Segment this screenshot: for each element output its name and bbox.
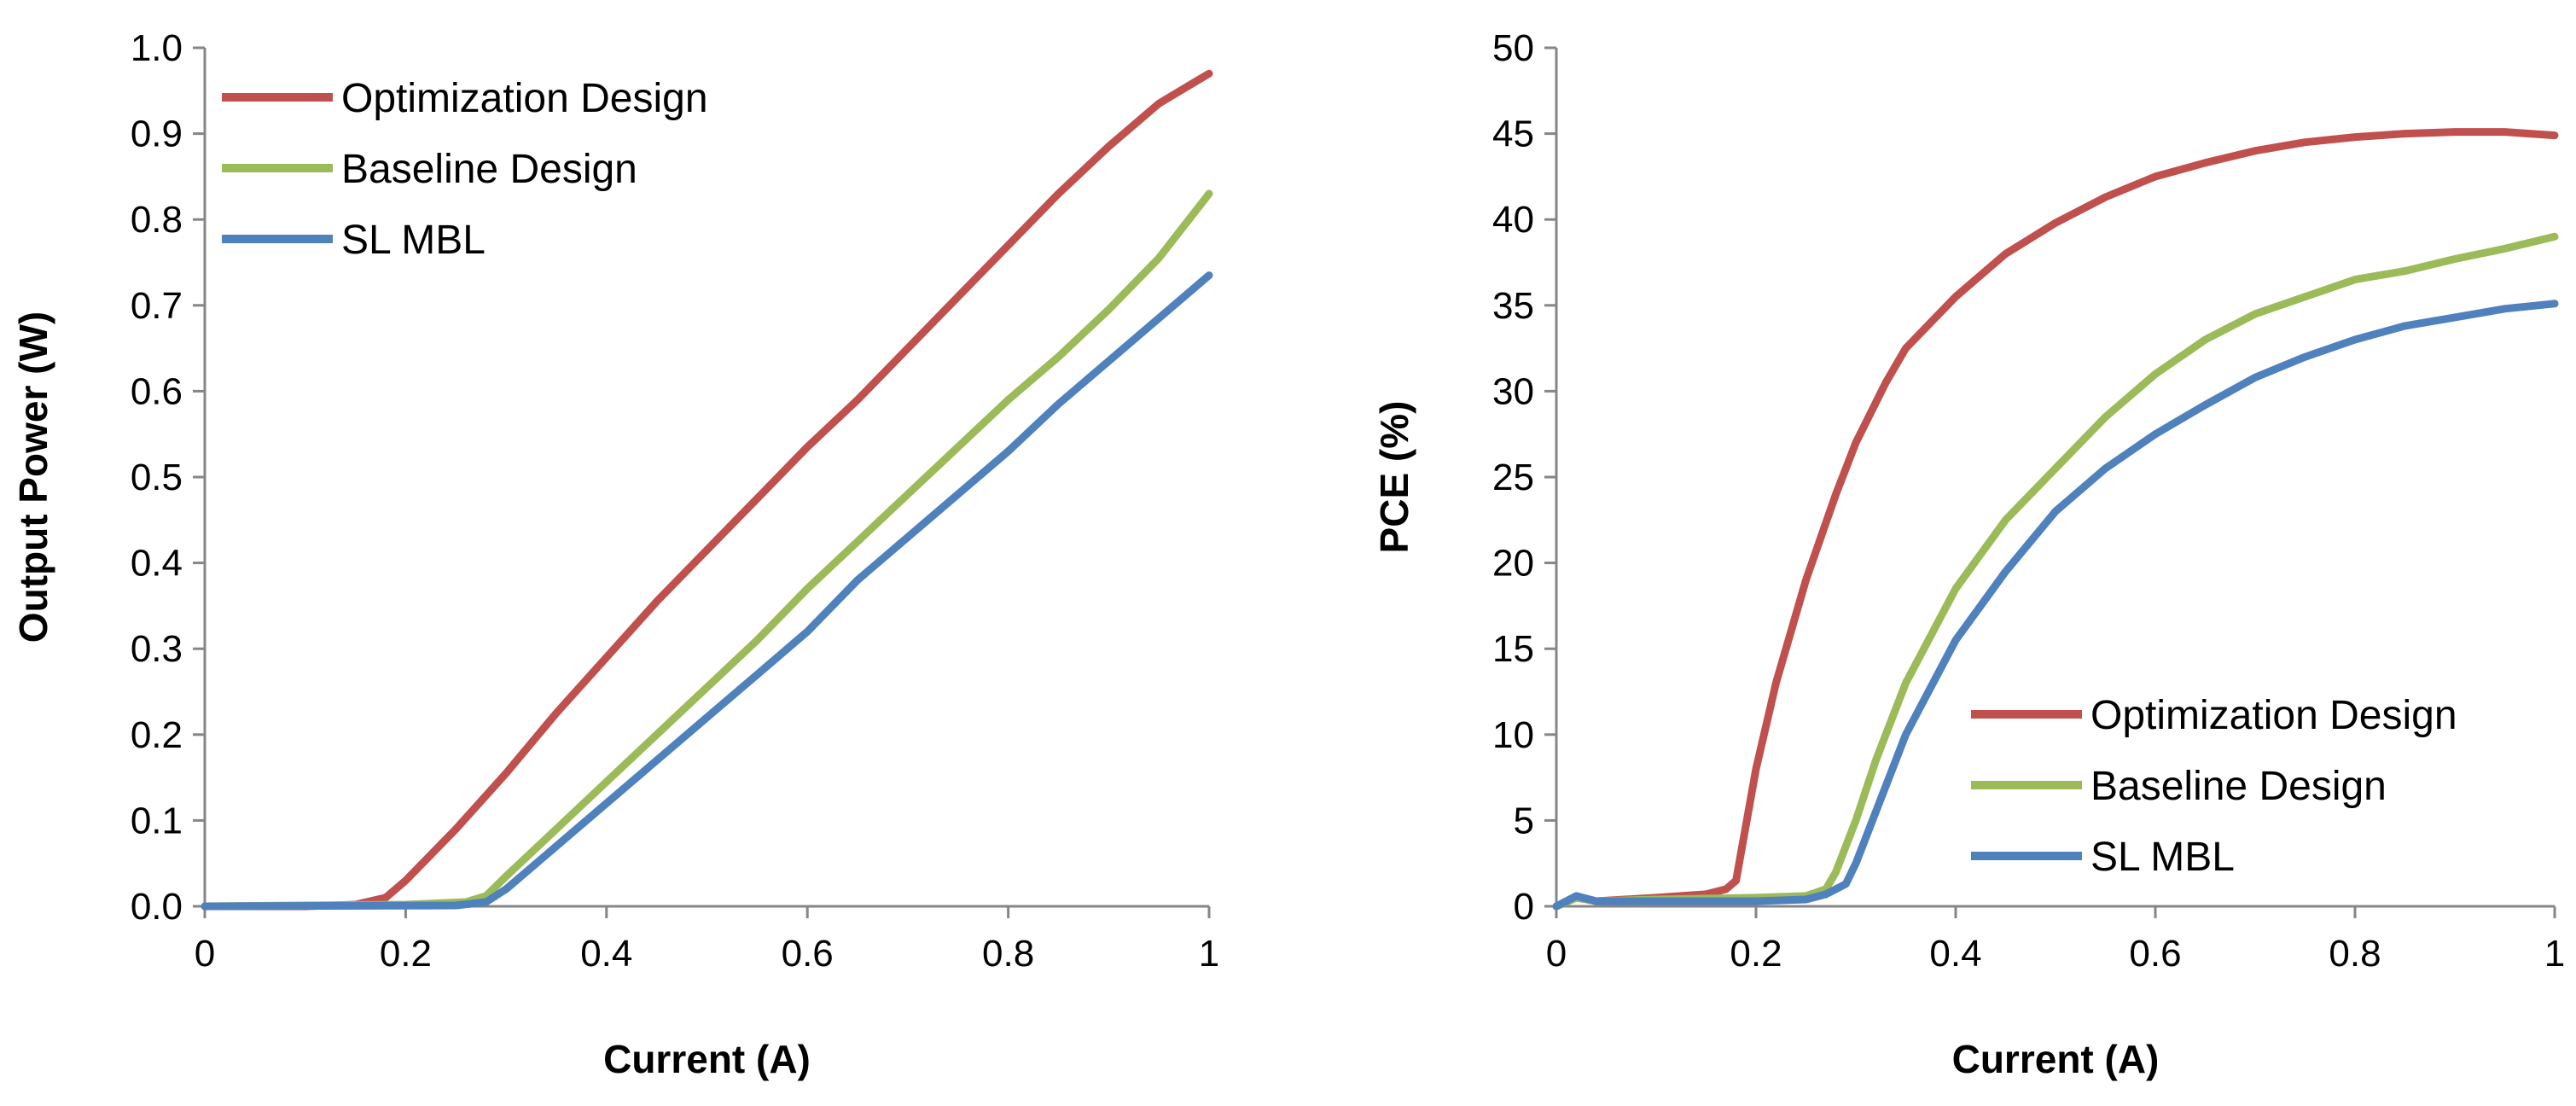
chart1-x-tick-label: 0: [195, 933, 215, 975]
chart2-x-tick-label: 0.2: [1730, 933, 1782, 975]
chart2-x-tick-label: 0.8: [2329, 933, 2381, 975]
chart1-y-tick-label: 0.8: [131, 199, 183, 241]
chart1-y-tick-label: 0.9: [131, 114, 183, 155]
chart1-x-tick-label: 0.2: [380, 933, 432, 975]
chart2-y-tick-label: 40: [1492, 199, 1534, 241]
chart1-y-tick-label: 0.7: [131, 285, 183, 327]
chart2-y-tick-label: 25: [1492, 457, 1534, 498]
chart2-series-line-sl-mbl: [1552, 300, 2559, 911]
chart1-legend-label: Optimization Design: [341, 76, 708, 121]
chart2-x-tick-label: 0: [1546, 933, 1567, 975]
chart2-y-axis-title: PCE (%): [1372, 401, 1416, 554]
chart1-x-tick-label: 1: [1199, 933, 1219, 975]
chart2-series-line-baseline-design: [1552, 232, 2559, 911]
chart1-series-line-sl-mbl: [201, 271, 1213, 911]
chart1-y-tick-label: 0.0: [131, 886, 183, 928]
chart2-x-tick-label: 0.4: [1929, 933, 1981, 975]
chart2-legend-label: Optimization Design: [2090, 693, 2457, 738]
chart1-series-line-optimization-design: [201, 69, 1213, 911]
chart2-y-tick-label: 45: [1492, 114, 1534, 155]
chart2-series-line-optimization-design: [1552, 128, 2559, 911]
chart2-x-axis-title: Current (A): [1952, 1037, 2160, 1081]
chart2-x-tick-label: 0.6: [2129, 933, 2181, 975]
chart2-y-tick-label: 30: [1492, 370, 1534, 412]
chart1-series-line-baseline-design: [201, 189, 1213, 911]
chart2-x-tick-label: 1: [2544, 933, 2565, 975]
chart1-y-tick-label: 0.5: [131, 457, 183, 498]
chart2-y-tick-label: 5: [1514, 800, 1534, 841]
chart2-legend-label: SL MBL: [2090, 835, 2235, 880]
chart1-x-tick-label: 0.8: [982, 933, 1034, 975]
chart2-y-tick-label: 15: [1492, 628, 1534, 670]
chart2-y-tick-label: 10: [1492, 714, 1534, 756]
chart1-y-tick-label: 0.1: [131, 800, 183, 841]
chart1-legend-label: Baseline Design: [341, 147, 637, 192]
chart2-legend-label: Baseline Design: [2090, 764, 2387, 809]
chart1-y-tick-label: 0.4: [131, 543, 183, 585]
chart1-y-tick-label: 0.3: [131, 628, 183, 670]
chart2-y-tick-label: 35: [1492, 285, 1534, 327]
chart1-y-tick-label: 0.6: [131, 370, 183, 412]
chart1-legend-label: SL MBL: [341, 218, 486, 263]
chart1-y-axis-title: Output Power (W): [11, 311, 55, 643]
chart2-y-tick-label: 20: [1492, 543, 1534, 585]
chart2-y-tick-label: 50: [1492, 27, 1534, 69]
chart1-x-axis-title: Current (A): [603, 1037, 811, 1081]
chart1-y-tick-label: 0.2: [131, 714, 183, 756]
chart2-y-tick-label: 0: [1514, 886, 1534, 928]
chart1-x-tick-label: 0.6: [782, 933, 834, 975]
chart1-x-tick-label: 0.4: [580, 933, 632, 975]
chart1-y-tick-label: 1.0: [131, 27, 183, 69]
